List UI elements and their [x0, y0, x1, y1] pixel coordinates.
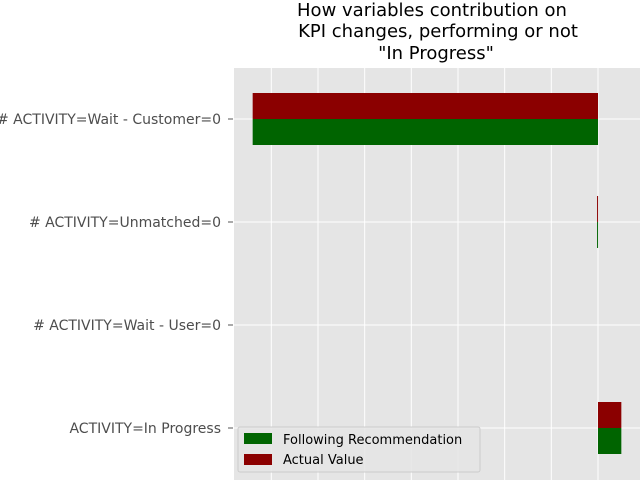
y-tick-label-2: # ACTIVITY=Wait - User=0 [33, 318, 221, 334]
bar-following-3 [598, 428, 622, 454]
legend-label-actual: Actual Value [283, 453, 364, 468]
legend-label-following: Following Recommendation [283, 433, 462, 448]
bar-actual-1 [597, 196, 599, 222]
legend-box [237, 426, 481, 473]
bars [252, 93, 622, 454]
y-tick-labels: # ACTIVITY=Wait - Customer=0 # ACTIVITY=U… [0, 112, 233, 437]
bar-following-1 [597, 222, 599, 248]
title-line-1: How variables contribution on [297, 0, 567, 21]
title-line-3: "In Progress" [378, 43, 494, 64]
legend-swatch-actual [244, 454, 272, 465]
y-tick-label-0: # ACTIVITY=Wait - Customer=0 [0, 112, 221, 128]
title-line-2: KPI changes, performing or not [298, 21, 578, 42]
legend-swatch-following [244, 433, 272, 444]
bar-following-0 [252, 119, 598, 145]
y-tick-label-1: # ACTIVITY=Unmatched=0 [29, 215, 221, 231]
legend: Following Recommendation Actual Value [237, 426, 481, 473]
y-tick-label-3: ACTIVITY=In Progress [69, 421, 221, 437]
bar-actual-0 [252, 93, 598, 119]
chart-title: How variables contribution on KPI change… [297, 0, 578, 64]
bar-actual-3 [598, 402, 622, 428]
